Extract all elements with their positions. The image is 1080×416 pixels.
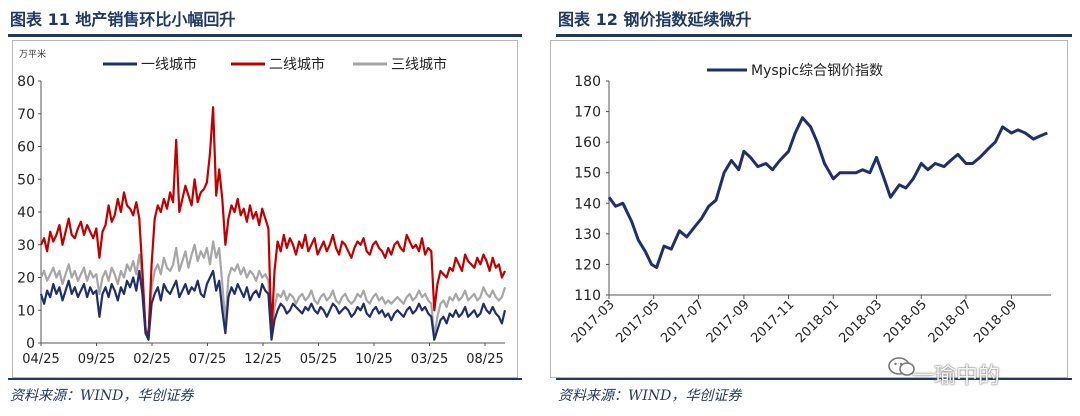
x-tick-label: 2017-07 <box>658 297 707 346</box>
x-tick-label: 04/25 <box>22 352 59 367</box>
y-tick-label: 130 <box>574 227 601 243</box>
y-tick-label: 180 <box>574 74 601 90</box>
legend-label: Myspic综合钢价指数 <box>751 63 883 79</box>
x-tick-label: 12/25 <box>244 352 281 367</box>
watermark-text: 一瑜中的 <box>911 364 1000 389</box>
x-tick-label: 2017-03 <box>569 297 618 346</box>
bottom-rule <box>556 378 1072 380</box>
y-tick-label: 0 <box>26 336 35 352</box>
title-rule <box>8 34 522 37</box>
title-rule <box>556 34 1072 37</box>
y-tick-label: 160 <box>574 135 601 151</box>
x-tick-label: 2017-11 <box>748 297 797 346</box>
legend-label: 一线城市 <box>141 56 197 73</box>
series-line-1 <box>39 269 507 341</box>
series-line-2 <box>40 106 506 338</box>
y-tick-label: 150 <box>574 166 601 182</box>
y-tick-label: 110 <box>574 288 601 304</box>
y-tick-label: 140 <box>574 196 601 212</box>
x-tick-label: 05/25 <box>300 352 337 367</box>
figure-12-title: 图表 12 钢价指数延续微升 <box>558 10 752 29</box>
x-tick-label: 03/25 <box>411 352 448 367</box>
x-tick-label: 08/25 <box>466 352 503 367</box>
y-tick-label: 40 <box>17 205 35 221</box>
x-tick-label: 2018-09 <box>971 297 1020 346</box>
unit-label: 万平米 <box>19 48 46 60</box>
source-note: 资料来源：WIND，华创证券 <box>10 388 194 404</box>
chart-frame: 110 120 130 140 150 160 170 180 2017-03 2017-05 20… <box>550 40 1068 378</box>
x-tick-label: 2018-05 <box>881 297 930 346</box>
y-tick-label: 30 <box>17 238 35 254</box>
x-tick-label: 02/25 <box>133 352 170 367</box>
legend-label: 二线城市 <box>269 56 325 73</box>
y-tick-label: 20 <box>17 271 35 287</box>
x-tick-label: 2017-05 <box>614 297 663 346</box>
x-tick-label: 10/25 <box>355 352 392 367</box>
bottom-rule <box>8 378 522 380</box>
y-tick-label: 70 <box>17 107 35 123</box>
x-tick-label: 2017-09 <box>704 297 753 346</box>
chart-frame: 万平米 0 10 20 30 40 50 60 70 80 04/25 09/25 02/25 07/25… <box>12 40 518 378</box>
left-figure-panel: 图表 11 地产销售环比小幅回升 万平米 0 10 20 30 40 50 60 70 80 04/… <box>0 0 530 416</box>
y-tick-label: 80 <box>17 74 35 90</box>
y-tick-label: 60 <box>17 140 35 156</box>
y-tick-label: 50 <box>17 172 35 188</box>
series-line-1 <box>607 116 1048 269</box>
x-tick-label: 07/25 <box>189 352 226 367</box>
x-tick-label: 2018-01 <box>793 297 842 346</box>
wechat-icon <box>888 357 915 376</box>
y-tick-label: 10 <box>17 303 35 319</box>
right-figure-panel: 图表 12 钢价指数延续微升 110 120 130 140 150 160 170 180 2… <box>548 0 1080 416</box>
legend-label: 三线城市 <box>391 56 447 73</box>
y-tick-label: 120 <box>574 257 601 273</box>
x-tick-label: 2018-03 <box>836 297 885 346</box>
source-note: 资料来源：WIND，华创证券 <box>558 388 742 404</box>
figure-11-title: 图表 11 地产销售环比小幅回升 <box>10 10 236 29</box>
steel-index-line-chart: 1101201301401501601701802017-032017-0520… <box>569 63 1051 346</box>
sales-line-chart: 万平米 0 10 20 30 40 50 60 70 80 04/25 09/25 02/25 07/25… <box>17 48 507 367</box>
x-tick-label: 09/25 <box>78 352 115 367</box>
x-tick-label: 2018-07 <box>926 297 975 346</box>
y-tick-label: 170 <box>574 105 601 121</box>
